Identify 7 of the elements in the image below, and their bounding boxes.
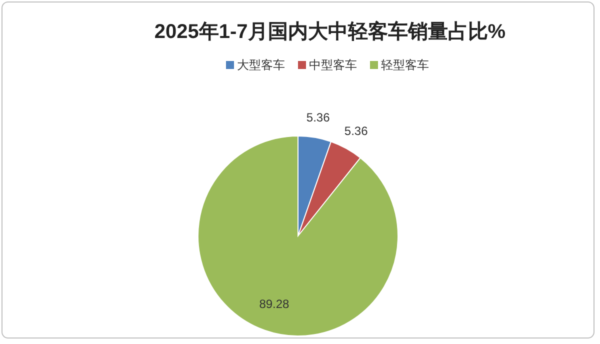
data-label: 5.36 <box>306 110 330 125</box>
data-label: 5.36 <box>344 124 368 138</box>
data-label: 89.28 <box>259 296 290 311</box>
chart-title: 2025年1-7月国内大中轻客车销量占比% <box>154 20 506 43</box>
legend-label: 中型客车 <box>309 58 357 72</box>
legend-label: 轻型客车 <box>381 58 429 72</box>
legend-label: 大型客车 <box>237 58 285 72</box>
